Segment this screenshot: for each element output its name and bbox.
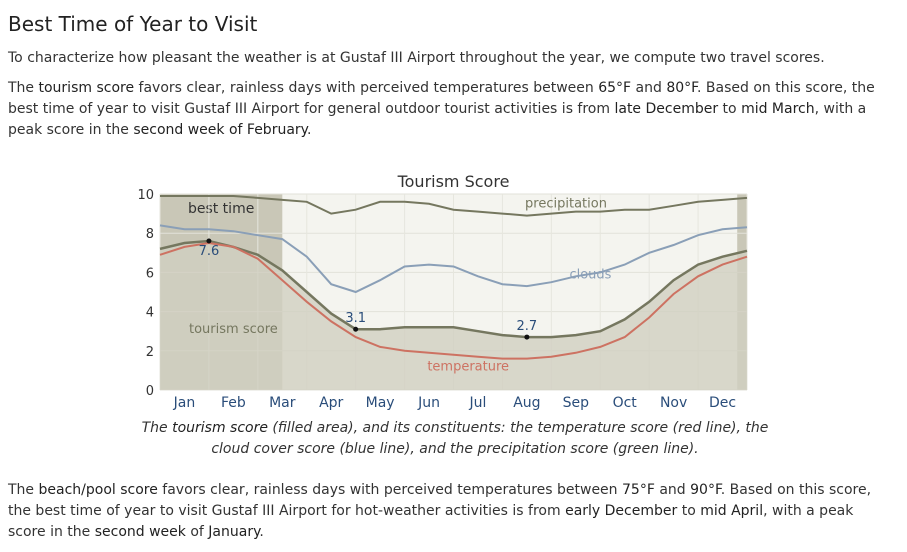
highlight-segment: second week — [94, 524, 186, 540]
x-tick-label: May — [366, 395, 395, 411]
highlight-segment: 65°F — [598, 80, 632, 96]
x-tick-label: Aug — [513, 395, 540, 411]
highlight-segment: early December — [565, 503, 678, 519]
annotation-value: 2.7 — [517, 319, 538, 334]
best-time-label: best time — [188, 201, 254, 217]
y-tick-label: 2 — [146, 345, 154, 360]
clouds-line — [159, 224, 748, 294]
text-segment: . Based on this score, the best time of … — [8, 482, 872, 519]
tourism-score-area — [160, 241, 747, 390]
annotation-value: 3.1 — [345, 311, 366, 326]
x-tick-label: Apr — [319, 395, 343, 411]
y-tick-label: 4 — [146, 306, 154, 321]
highlight-segment: January — [208, 524, 260, 540]
series-label: temperature — [427, 359, 509, 374]
series-label: tourism score — [189, 322, 278, 337]
annotation-value: 7.6 — [199, 244, 220, 259]
text-segment: (filled area), and its constituents: the… — [211, 420, 769, 457]
x-tick-label: Dec — [709, 395, 736, 411]
text-segment: to — [718, 101, 742, 117]
x-tick-label: Feb — [221, 395, 246, 411]
text-segment: . — [259, 524, 264, 540]
x-tick-label: Sep — [563, 395, 590, 411]
x-tick-label: Mar — [269, 395, 296, 411]
beach-paragraph: The beach/pool score favors clear, rainl… — [8, 480, 893, 543]
text-segment: , with a peak score in the — [8, 101, 867, 138]
highlight-segment: 80°F — [666, 80, 697, 96]
annotation-dot — [206, 238, 212, 244]
text-segment: . — [306, 122, 312, 138]
highlight-segment: late December — [614, 101, 719, 117]
highlight-segment: tourism score — [38, 80, 135, 96]
tourism-score-line — [159, 239, 748, 339]
annotation-dot — [353, 326, 359, 332]
temperature-line — [159, 241, 748, 360]
y-tick-label: 6 — [146, 266, 154, 281]
x-tick-label: Jul — [469, 395, 487, 411]
highlight-segment: second week of February — [133, 122, 307, 138]
text-segment: favors clear, rainless days with perceiv… — [157, 482, 622, 498]
text-segment: The — [8, 482, 39, 498]
text-segment: . Based on this score, the best time of … — [8, 80, 875, 117]
highlight-segment: 90°F — [690, 482, 721, 498]
y-tick-label: 8 — [146, 227, 154, 242]
y-tick-label: 10 — [137, 188, 154, 203]
intro-paragraph: To characterize how pleasant the weather… — [8, 50, 825, 66]
text-segment: favors clear, rainless days with perceiv… — [134, 80, 599, 96]
x-tick-label: Jan — [173, 395, 196, 411]
tourism-paragraph: The tourism score favors clear, rainless… — [8, 78, 893, 141]
text-segment: and — [654, 482, 691, 498]
text-segment: and — [631, 80, 667, 96]
highlight-segment: mid March — [741, 101, 815, 117]
highlight-segment: 75°F — [622, 482, 655, 498]
highlight-segment: tourism score — [172, 420, 268, 436]
page-title: Best Time of Year to Visit — [8, 12, 258, 36]
text-segment: to — [677, 503, 701, 519]
text-segment: The — [141, 420, 173, 436]
x-tick-label: Jun — [417, 395, 440, 411]
annotation-dot — [524, 334, 530, 340]
y-tick-label: 0 — [146, 384, 154, 399]
text-segment: , with a peak score in the — [8, 503, 854, 540]
chart-title: Tourism Score — [397, 172, 510, 191]
x-tick-label: Nov — [660, 395, 687, 411]
series-label: precipitation — [525, 197, 607, 212]
chart-caption: The tourism score (filled area), and its… — [130, 418, 780, 460]
precipitation-line — [160, 195, 748, 217]
x-tick-label: Oct — [613, 395, 638, 411]
text-segment: The — [8, 80, 39, 96]
highlight-segment: beach/pool score — [38, 482, 158, 498]
highlight-segment: mid April — [700, 503, 764, 519]
text-segment: of — [185, 524, 209, 540]
series-label: clouds — [569, 267, 611, 282]
